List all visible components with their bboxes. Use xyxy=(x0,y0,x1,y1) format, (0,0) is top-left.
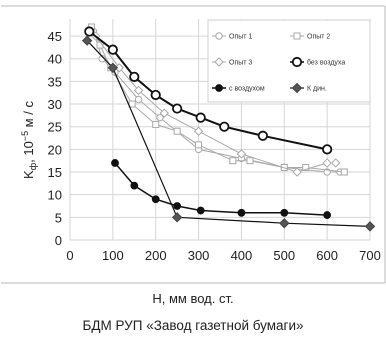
legend-item: Опыт 2 xyxy=(290,32,330,41)
data-point xyxy=(279,218,290,229)
data-point xyxy=(246,157,254,165)
legend-label: с воздухом xyxy=(229,86,265,93)
data-point xyxy=(293,32,301,40)
data-point xyxy=(195,141,203,149)
data-point xyxy=(129,71,140,82)
data-point xyxy=(81,35,93,46)
data-point xyxy=(111,159,119,167)
series xyxy=(111,159,332,219)
y-tick-label: 35 xyxy=(48,74,62,89)
plot-area xyxy=(81,23,376,232)
x-tick-label: 200 xyxy=(145,248,167,263)
y-tick-label: 25 xyxy=(48,120,62,135)
data-point xyxy=(237,208,246,217)
data-point xyxy=(128,100,136,108)
data-point xyxy=(236,149,247,159)
y-tick-label: 0 xyxy=(55,233,62,248)
legend-label: Опыт 2 xyxy=(307,34,330,41)
data-point xyxy=(173,127,181,135)
data-point xyxy=(291,56,303,68)
x-axis-title: H, мм вод. ст. xyxy=(152,291,234,306)
data-point xyxy=(150,89,161,101)
data-point xyxy=(130,181,139,190)
data-point xyxy=(151,195,160,204)
data-point xyxy=(134,95,143,104)
data-point xyxy=(280,208,289,217)
data-point xyxy=(193,126,204,136)
data-point xyxy=(331,158,341,168)
y-tick-label: 20 xyxy=(48,142,62,157)
chart-caption: БДМ РУП «Завод газетной бумаги» xyxy=(82,318,304,333)
x-tick-label: 700 xyxy=(359,248,381,263)
data-point xyxy=(229,157,237,165)
data-point xyxy=(257,130,268,141)
data-point xyxy=(195,112,206,123)
y-axis-title: Kф, 10−5 м / с xyxy=(20,101,38,179)
legend-label: Опыт 1 xyxy=(229,34,252,41)
data-point xyxy=(215,84,223,92)
series xyxy=(91,31,341,177)
x-tick-label: 0 xyxy=(66,248,73,263)
x-tick-label: 100 xyxy=(102,248,124,263)
data-point xyxy=(302,163,310,171)
data-point xyxy=(214,57,224,67)
y-tick-label: 45 xyxy=(48,29,62,44)
legend: Опыт 1 Опыт 2 Опыт 3 без воздуха с воздухом К… xyxy=(207,19,371,103)
series xyxy=(81,35,376,232)
chart-frame xyxy=(1,5,386,284)
y-axis-title-sup: −5 xyxy=(20,131,30,141)
data-point xyxy=(107,62,119,73)
data-point xyxy=(156,113,164,122)
x-tick-label: 400 xyxy=(231,248,253,263)
legend-label: К дин. xyxy=(307,86,327,93)
legend-box xyxy=(207,19,371,103)
legend-label: Опыт 3 xyxy=(229,60,252,67)
data-point xyxy=(84,26,95,37)
chart: 0 100 200 300 400 500 600 700 0 5 10 15 20 25 30 35 40 45… xyxy=(1,5,386,284)
data-point xyxy=(292,167,302,177)
data-point xyxy=(291,82,303,94)
series-line xyxy=(114,162,328,216)
y-tick-label: 15 xyxy=(48,165,62,180)
y-axis-title-mid: , 10 xyxy=(21,141,36,163)
y-tick-label: 40 xyxy=(48,52,62,67)
data-point xyxy=(322,158,332,168)
data-point xyxy=(172,103,183,114)
legend-label: без воздуха xyxy=(307,59,345,67)
x-tick-label: 600 xyxy=(316,248,338,263)
data-point xyxy=(340,168,348,176)
legend-item: с воздухом xyxy=(212,84,265,93)
data-point xyxy=(215,32,223,40)
data-point xyxy=(152,120,160,128)
data-point xyxy=(322,144,333,155)
data-point xyxy=(364,221,376,232)
data-point xyxy=(219,121,230,132)
data-point xyxy=(107,44,118,55)
legend-item: Опыт 1 xyxy=(212,32,252,41)
y-axis-title-base: K xyxy=(21,170,36,179)
y-axis-title-sub: ф xyxy=(28,162,38,170)
series xyxy=(84,26,333,155)
x-tick-label: 500 xyxy=(273,248,295,263)
data-point xyxy=(173,202,182,210)
y-tick-label: 10 xyxy=(48,188,62,203)
axis-ticks: 0 100 200 300 400 500 600 700 0 5 10 15 20 25 30 35 40 45 xyxy=(48,29,381,263)
data-point xyxy=(196,206,205,215)
y-tick-label: 30 xyxy=(48,97,62,112)
data-point xyxy=(133,85,144,96)
legend-item: Опыт 3 xyxy=(212,57,252,67)
data-point xyxy=(171,212,183,223)
legend-item: без воздуха xyxy=(290,56,345,68)
data-point xyxy=(323,211,332,219)
data-point xyxy=(98,55,106,63)
y-axis-title-tail: м / с xyxy=(21,101,36,131)
x-tick-label: 300 xyxy=(188,248,210,263)
data-point xyxy=(159,108,169,118)
y-tick-label: 5 xyxy=(55,210,62,225)
legend-item: К дин. xyxy=(290,82,327,94)
